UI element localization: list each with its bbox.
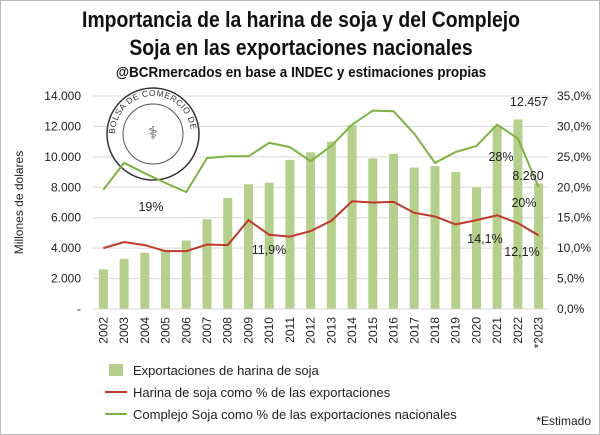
bar (534, 183, 544, 309)
y-tick-label: 6.000 (51, 211, 81, 225)
x-tick-label: 2003 (117, 317, 131, 344)
x-tick-label: 2016 (387, 317, 401, 344)
bar (119, 258, 129, 309)
y2-tick-label: 20,0% (557, 180, 591, 194)
x-tick-label: 2017 (407, 317, 421, 344)
y2-tick-label: 25,0% (557, 150, 591, 164)
x-tick-label: 2013 (324, 317, 338, 344)
logo-outer-circle (106, 87, 200, 181)
x-tick-label: 2021 (490, 317, 504, 344)
chart-title-line1: Importancia de la harina de soja y del C… (82, 7, 520, 32)
x-tick-label: 2019 (449, 317, 463, 344)
bar (451, 172, 461, 309)
x-tick-label: 2004 (138, 317, 152, 344)
x-tick-label: 2007 (200, 317, 214, 344)
legend-label: Harina de soja como % de las exportacion… (133, 385, 391, 400)
x-tick-label: *2023 (532, 317, 546, 349)
chart-title-line2: Soja en las exportaciones nacionales (129, 35, 473, 60)
y-tick-label: 8.000 (51, 180, 81, 194)
footnote: *Estimado (536, 414, 591, 428)
data-label: 8.260 (512, 169, 543, 183)
bar (471, 187, 481, 309)
bar (409, 167, 419, 309)
bar (264, 182, 274, 309)
bar (223, 197, 233, 309)
bar (389, 153, 399, 309)
x-tick-label: 2006 (179, 317, 193, 344)
y2-tick-label: 0,0% (557, 302, 585, 316)
x-tick-label: 2015 (366, 317, 380, 344)
bar (181, 240, 191, 309)
chart-subtitle: @BCRmercados en base a INDEC y estimacio… (115, 64, 487, 81)
y-tick-label: - (77, 302, 81, 316)
bar (492, 126, 502, 309)
y-tick-label: 14.000 (44, 89, 81, 103)
x-tick-label: 2009 (241, 317, 255, 344)
y2-tick-label: 30,0% (557, 119, 591, 133)
bar (513, 119, 523, 309)
x-tick-label: 2014 (345, 317, 359, 344)
legend-label: Exportaciones de harina de soja (133, 363, 320, 378)
legend-label: Complejo Soja como % de las exportacione… (133, 407, 457, 422)
bar (368, 158, 378, 309)
x-tick-label: 2005 (159, 317, 173, 344)
y-tick-label: 4.000 (51, 241, 81, 255)
data-label: 20% (511, 196, 536, 210)
x-tick-label: 2020 (469, 317, 483, 344)
x-tick-label: 2002 (96, 317, 110, 344)
y-tick-label: 12.000 (44, 119, 81, 133)
bar (326, 141, 336, 309)
x-tick-label: 2008 (221, 317, 235, 344)
line-series-1 (103, 200, 540, 253)
data-label: 11,9% (252, 243, 287, 257)
logo-inner-circle (122, 103, 184, 165)
x-tick-label: 2011 (283, 317, 297, 343)
y-tick-label: 10.000 (44, 150, 81, 164)
legend-swatch (109, 364, 123, 376)
y2-tick-label: 15,0% (557, 211, 591, 225)
bar (202, 219, 212, 309)
bar (243, 184, 253, 309)
y-tick-label: 2.000 (51, 272, 81, 286)
data-label: 12.457 (510, 95, 548, 109)
bar (347, 124, 357, 310)
y-axis-label: Millones de dolares (12, 151, 26, 254)
data-label: 19% (138, 200, 163, 214)
data-label: 12,1% (504, 245, 539, 259)
y2-tick-label: 35,0% (557, 89, 591, 103)
bar (285, 159, 295, 309)
y2-tick-label: 5,0% (557, 272, 585, 286)
bar (140, 252, 150, 309)
y2-tick-label: 10,0% (557, 241, 591, 255)
x-tick-label: 2018 (428, 317, 442, 344)
bar (98, 269, 108, 309)
x-tick-label: 2010 (262, 317, 276, 344)
bar (430, 165, 440, 309)
data-label: 28% (488, 150, 513, 164)
bar (161, 249, 171, 309)
x-tick-label: 2012 (304, 317, 318, 344)
data-label: 14,1% (467, 232, 502, 246)
line-series-2 (102, 109, 540, 194)
x-tick-label: 2022 (511, 317, 525, 344)
logo-caduceus-icon: ⚕ (148, 123, 158, 143)
